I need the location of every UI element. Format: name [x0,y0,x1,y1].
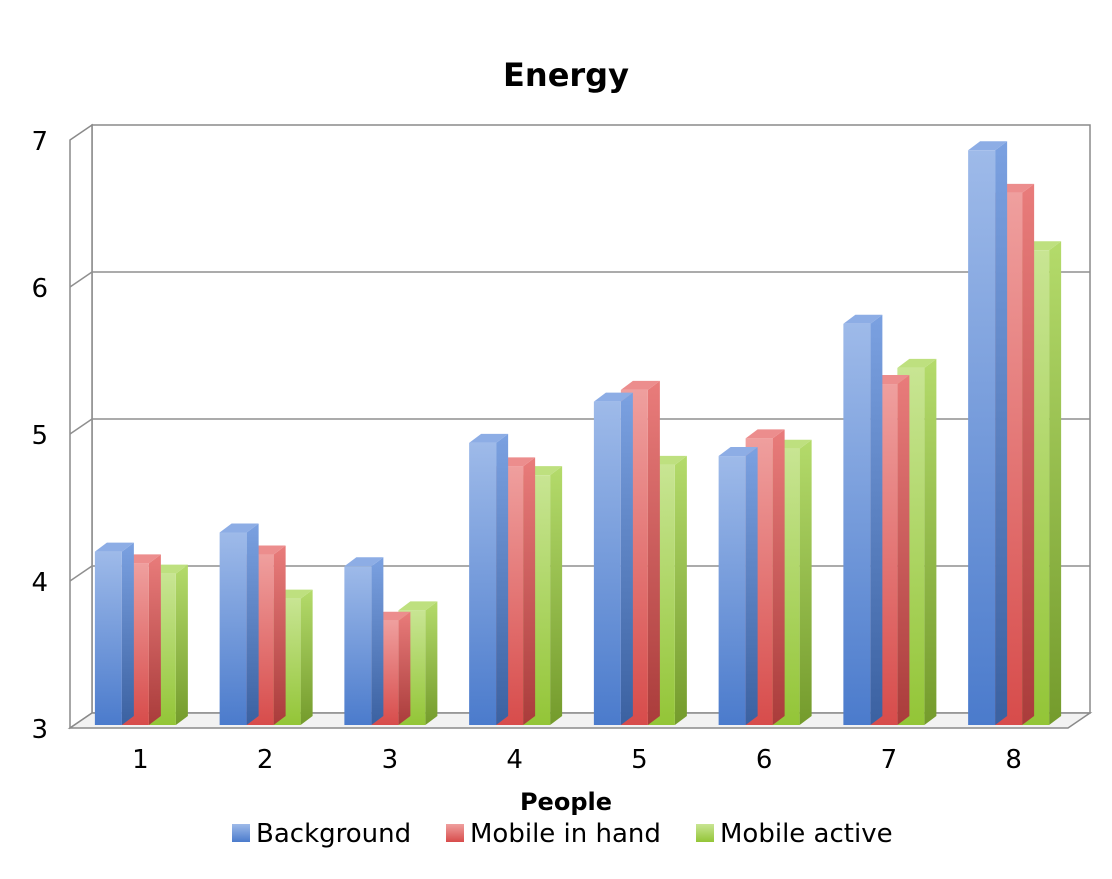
bar-side [550,466,563,725]
x-tick-label: 3 [382,745,399,775]
legend-label: Background [256,819,411,849]
bar-top [620,380,660,390]
bar-side [772,429,785,725]
y-tick-label: 6 [31,274,48,304]
y-tick-label: 5 [31,421,48,451]
bar-side [425,601,438,725]
bar-front [219,532,247,725]
legend-label: Mobile active [720,819,893,849]
y-tick-label: 3 [31,715,48,745]
x-tick-label: 5 [631,745,648,775]
bar-front [344,566,372,725]
bar-side [870,314,883,725]
bar-front [94,551,122,725]
legend-swatch [232,824,250,842]
legend-label: Mobile in hand [470,819,661,849]
bar-side [799,439,812,725]
bar-side [1022,183,1035,726]
x-tick-label: 8 [1005,745,1022,775]
x-axis-label: People [520,788,612,816]
legend-item: Mobile active [696,819,893,849]
bar-top [398,601,438,611]
bar-background-5 [593,392,633,725]
bar-side [995,141,1008,726]
bar-top [94,542,134,552]
x-tick-label: 6 [756,745,773,775]
bar-side [1049,241,1062,725]
bar-top [745,429,785,439]
bar-side [121,542,134,725]
bar-top [968,141,1008,151]
bar-background-7 [843,314,883,725]
bar-front [718,456,746,725]
bar-top [843,314,883,324]
bar-background-1 [94,542,134,725]
bar-side [620,392,633,725]
bar-side [398,611,411,725]
bar-side [745,447,758,725]
legend-item: Background [232,819,411,849]
bar-top [219,523,259,533]
y-tick-label: 4 [31,568,48,598]
x-tick-label: 4 [506,745,523,775]
legend-item: Mobile in hand [446,819,661,849]
bar-front [968,150,996,726]
bar-top [593,392,633,402]
bar-front [843,323,871,725]
bar-front [469,442,497,725]
bar-side [647,380,660,725]
bar-background-3 [344,557,384,725]
x-tick-label: 1 [132,745,149,775]
x-tick-label: 7 [881,745,898,775]
legend-swatch [446,824,464,842]
bar-side [523,457,536,725]
gridline-side [69,271,93,288]
bar-side [371,557,384,725]
bar-top [469,433,509,443]
tick-labels: 3 4 5 6 7 1 2 3 4 5 6 7 8 [31,127,1021,775]
bar-background-6 [718,447,758,725]
bar-background-2 [219,523,259,725]
bar-side [246,523,259,725]
bar-front [593,401,621,725]
x-tick-label: 2 [257,745,274,775]
legend-swatch [696,824,714,842]
gridline-side [69,418,93,435]
bar-side [674,455,687,725]
bar-side [148,554,161,725]
bar-side [897,375,910,725]
bar-top [897,358,937,368]
gridline-side [69,565,93,582]
chart-title: Energy [503,56,629,94]
bar-top [718,447,758,457]
bar-side [175,564,188,725]
floor [67,712,1093,729]
y-tick-label: 7 [31,127,48,157]
bar-side [273,545,286,725]
bar-side [924,358,937,725]
bar-top [344,557,384,567]
bars [94,141,1062,726]
bar-side [496,433,509,725]
bar-background-8 [968,141,1008,726]
bar-side [300,589,313,725]
bar-background-4 [469,433,509,725]
legend: Background Mobile in hand Mobile active [232,819,893,849]
